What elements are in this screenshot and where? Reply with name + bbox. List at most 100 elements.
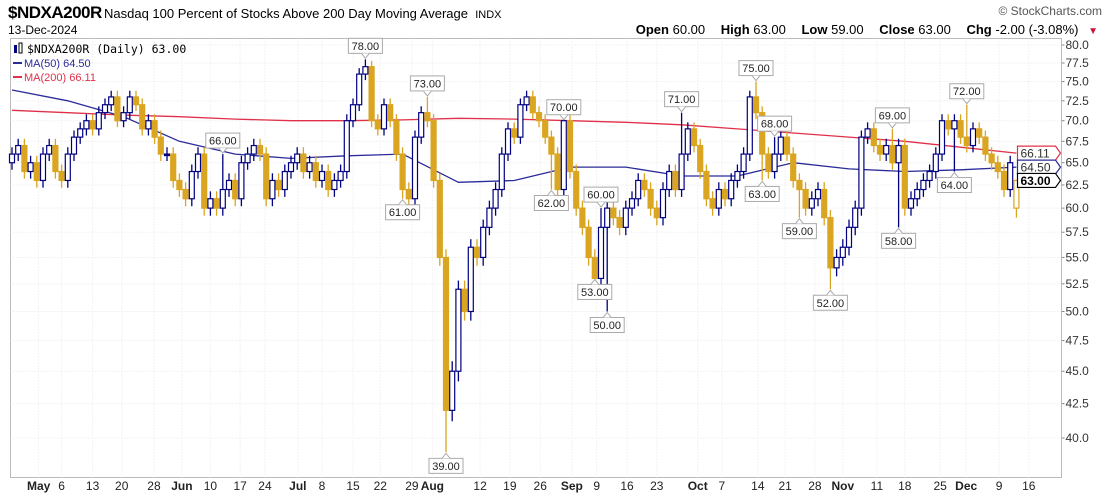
candle-body — [653, 207, 660, 219]
candle — [89, 114, 96, 136]
annotation-label: 61.00 — [389, 207, 417, 219]
ma200-path — [11, 109, 1017, 154]
x-tick-label: Dec — [955, 479, 977, 493]
candle-body — [64, 153, 71, 182]
candle-body — [542, 120, 549, 138]
candle — [356, 68, 363, 112]
annotation-label: 63.00 — [748, 189, 776, 201]
candle — [139, 98, 146, 136]
legend-ma50: MA(50) 64.50 — [24, 58, 91, 70]
candle — [814, 182, 822, 207]
candle — [622, 200, 629, 236]
candle — [151, 114, 158, 144]
value-annotation: 70.00 — [546, 99, 582, 121]
candle-body — [790, 153, 797, 182]
candle-body — [300, 153, 307, 173]
candle — [870, 122, 877, 153]
value-annotation: 63.00 — [744, 180, 780, 202]
candle — [368, 60, 375, 128]
candle — [349, 98, 357, 128]
candle — [114, 90, 121, 128]
annotation-label: 68.00 — [761, 119, 789, 131]
candle — [938, 114, 946, 161]
annotation-label: 60.00 — [587, 190, 615, 202]
annotation-label: 75.00 — [742, 63, 770, 75]
candle-body — [157, 136, 164, 155]
chart-description: Nasdaq 100 Percent of Stocks Above 200 D… — [104, 6, 502, 21]
candle-body — [901, 144, 908, 209]
legend: $NDXA200R (Daily) 63.00 MA(50) 64.50 MA(… — [13, 42, 186, 84]
candle — [976, 122, 983, 144]
candle — [548, 130, 555, 190]
candle-body — [672, 170, 679, 191]
candle-body — [120, 112, 127, 122]
candle — [982, 130, 989, 161]
candle-body — [535, 112, 543, 122]
candle-body — [833, 256, 840, 269]
candle-body — [337, 170, 344, 182]
candle-body — [610, 207, 617, 219]
candle-body — [777, 136, 784, 155]
candle — [486, 200, 493, 236]
price-tag-label: 64.50 — [1021, 161, 1051, 175]
ma200-line — [11, 109, 1017, 154]
candle-body — [889, 144, 896, 164]
value-annotation: 64.00 — [936, 171, 972, 194]
candle-body — [318, 170, 326, 182]
candle-body — [511, 128, 518, 138]
annotation-pointer — [826, 289, 835, 296]
candle — [641, 173, 648, 197]
candle — [932, 147, 939, 179]
candle-body — [170, 153, 177, 182]
candle — [77, 122, 84, 144]
candle-body — [678, 153, 685, 191]
candle — [889, 128, 896, 170]
candle — [473, 239, 481, 266]
candle-body — [926, 170, 933, 182]
candle-body — [604, 207, 611, 228]
candle — [740, 147, 747, 179]
candle — [256, 138, 264, 161]
candle — [83, 114, 90, 136]
candle — [579, 200, 586, 236]
candle — [703, 164, 710, 207]
candle-body — [684, 128, 691, 155]
candle — [895, 138, 902, 228]
candle-body — [442, 256, 450, 411]
candle-body — [455, 288, 462, 372]
candle-body — [579, 207, 586, 228]
y-tick-label: 77.5 — [1066, 56, 1090, 70]
value-annotation: 66.00 — [205, 132, 241, 154]
annotation-pointer — [398, 198, 407, 206]
y-tick-label: 55.0 — [1066, 250, 1090, 264]
candle — [926, 164, 933, 188]
candle-body — [529, 96, 536, 114]
x-tick-label: Oct — [688, 479, 708, 493]
candle — [188, 164, 195, 207]
candle-body — [554, 153, 561, 191]
x-tick-label: 9 — [593, 479, 600, 493]
y-tick-label: 47.5 — [1066, 334, 1090, 348]
candle-body — [194, 153, 202, 173]
legend-ma200: MA(200) 66.11 — [24, 72, 96, 84]
candle-body — [951, 120, 958, 130]
candle — [455, 280, 462, 382]
candle-body — [387, 104, 394, 122]
candle-body — [728, 179, 735, 200]
candle-body — [988, 153, 995, 164]
candle — [988, 147, 995, 170]
annotation-label: 39.00 — [432, 461, 460, 473]
candle — [771, 137, 778, 179]
candle-body — [238, 162, 245, 200]
candle — [287, 155, 295, 179]
x-tick-label: May — [27, 479, 51, 493]
candle-body — [839, 246, 846, 259]
exchange-label: INDX — [475, 9, 502, 21]
brand-link[interactable]: © StockCharts.com — [998, 4, 1102, 18]
candle — [635, 173, 642, 207]
candle — [176, 173, 183, 197]
annotation-pointer — [751, 75, 761, 82]
candle — [170, 147, 177, 188]
